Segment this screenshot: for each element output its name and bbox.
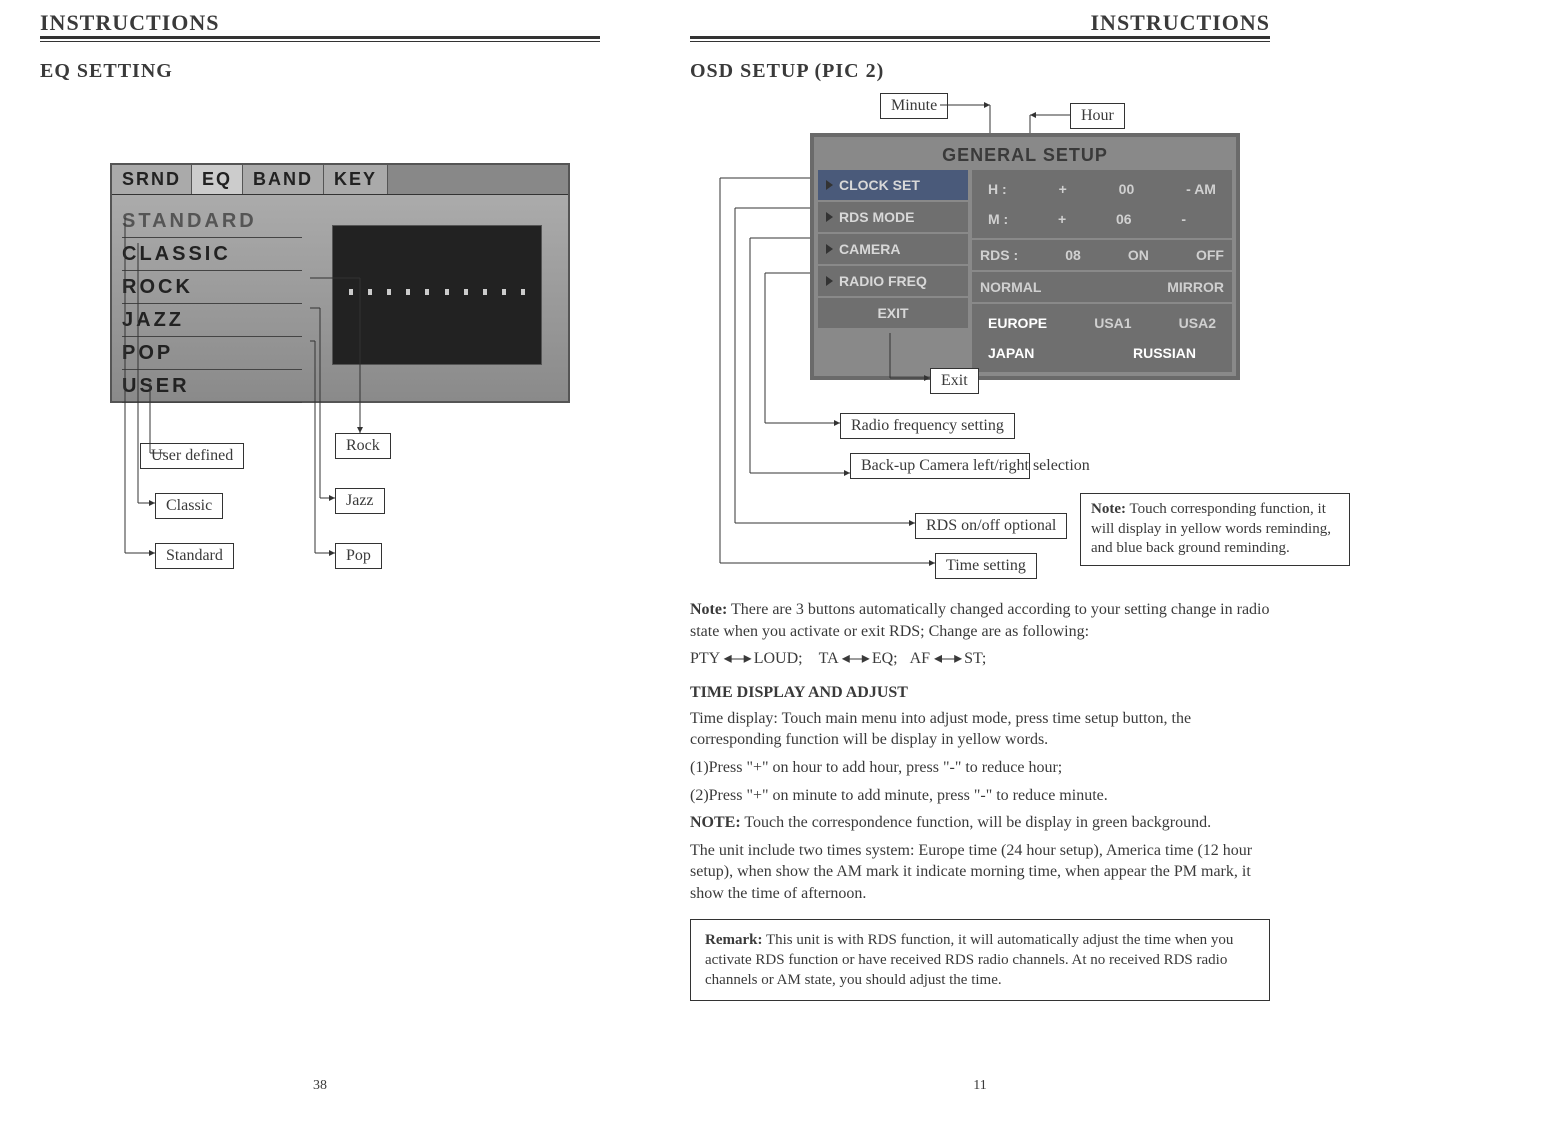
label-pop: Pop <box>335 543 382 569</box>
menu-label: CAMERA <box>839 241 900 257</box>
label-user-defined: User defined <box>140 443 244 469</box>
rds-label: RDS : <box>980 247 1018 263</box>
menu-label: EXIT <box>877 305 908 321</box>
note-1: Note: There are 3 buttons automatically … <box>690 599 1270 642</box>
page-number: 11 <box>973 1078 986 1094</box>
page-title: INSTRUCTIONS <box>40 10 600 36</box>
eq-item-user: USER <box>122 370 302 403</box>
label-camera: Back-up Camera left/right selection <box>850 453 1030 479</box>
osd-title: GENERAL SETUP <box>818 141 1232 170</box>
note-1b: PTY ◂—▸ LOUD; TA ◂—▸ EQ; AF ◂—▸ ST; <box>690 648 1270 670</box>
camera-mirror[interactable]: MIRROR <box>1167 279 1224 295</box>
clock-h-label: H : <box>988 181 1007 197</box>
region-europe[interactable]: EUROPE <box>988 315 1047 331</box>
menu-exit[interactable]: EXIT <box>818 298 968 328</box>
label-classic: Classic <box>155 493 223 519</box>
triangle-icon <box>826 276 833 286</box>
eq-item-pop: POP <box>122 337 302 370</box>
region-usa1[interactable]: USA1 <box>1094 315 1131 331</box>
rds-value: 08 <box>1065 247 1081 263</box>
clock-m-label: M : <box>988 211 1008 227</box>
triangle-icon <box>826 180 833 190</box>
eq-screenshot: SRND EQ BAND KEY STANDARD CLASSIC ROCK J… <box>110 163 570 403</box>
menu-label: RADIO FREQ <box>839 273 927 289</box>
triangle-icon <box>826 244 833 254</box>
label-hour: Hour <box>1070 103 1125 129</box>
triangle-icon <box>826 212 833 222</box>
region-usa2[interactable]: USA2 <box>1179 315 1216 331</box>
osd-panel: GENERAL SETUP CLOCK SET RDS MODE CAMERA … <box>810 133 1240 380</box>
menu-radio-freq[interactable]: RADIO FREQ <box>818 266 968 296</box>
label-rds: RDS on/off optional <box>915 513 1067 539</box>
clock-h-plus[interactable]: + <box>1059 181 1067 197</box>
page-title: INSTRUCTIONS <box>690 10 1270 36</box>
para-3: (2)Press "+" on minute to add minute, pr… <box>690 785 1270 807</box>
region-russian[interactable]: RUSSIAN <box>1133 345 1196 361</box>
page-number: 38 <box>313 1078 327 1094</box>
divider <box>690 36 1270 39</box>
tab-srnd: SRND <box>112 165 192 194</box>
tab-key: KEY <box>324 165 388 194</box>
label-radio-freq: Radio frequency setting <box>840 413 1015 439</box>
menu-label: CLOCK SET <box>839 177 920 193</box>
region-japan[interactable]: JAPAN <box>988 345 1034 361</box>
label-jazz: Jazz <box>335 488 385 514</box>
divider <box>40 41 600 42</box>
eq-item-rock: ROCK <box>122 271 302 304</box>
menu-clock-set[interactable]: CLOCK SET <box>818 170 968 200</box>
camera-normal[interactable]: NORMAL <box>980 279 1041 295</box>
subhead-time: TIME DISPLAY AND ADJUST <box>690 684 1270 702</box>
clock-h-minus[interactable]: - AM <box>1186 181 1216 197</box>
clock-m-minus[interactable]: - <box>1181 211 1216 227</box>
section-title: EQ SETTING <box>40 60 600 83</box>
eq-item-jazz: JAZZ <box>122 304 302 337</box>
label-exit: Exit <box>930 368 979 394</box>
para-4: NOTE: Touch the correspondence function,… <box>690 812 1270 834</box>
label-rock: Rock <box>335 433 391 459</box>
eq-item-classic: CLASSIC <box>122 238 302 271</box>
para-5: The unit include two times system: Europ… <box>690 840 1270 905</box>
menu-label: RDS MODE <box>839 209 914 225</box>
menu-rds-mode[interactable]: RDS MODE <box>818 202 968 232</box>
rds-off[interactable]: OFF <box>1196 247 1224 263</box>
label-time: Time setting <box>935 553 1037 579</box>
label-minute: Minute <box>880 93 948 119</box>
rds-on[interactable]: ON <box>1128 247 1149 263</box>
note-callout: Note: Note: Touch corresponding function… <box>1080 493 1350 566</box>
divider <box>40 36 600 39</box>
divider <box>690 41 1270 42</box>
eq-item-standard: STANDARD <box>122 205 302 238</box>
tab-band: BAND <box>243 165 324 194</box>
tab-eq: EQ <box>192 165 243 194</box>
clock-m-value: 06 <box>1116 211 1132 227</box>
menu-camera[interactable]: CAMERA <box>818 234 968 264</box>
section-title: OSD SETUP (PIC 2) <box>690 60 1270 83</box>
clock-m-plus[interactable]: + <box>1058 211 1066 227</box>
remark-box: Remark: This unit is with RDS function, … <box>690 919 1270 1002</box>
clock-h-value: 00 <box>1119 181 1135 197</box>
para-2: (1)Press "+" on hour to add hour, press … <box>690 757 1270 779</box>
para-1: Time display: Touch main menu into adjus… <box>690 708 1270 751</box>
label-standard: Standard <box>155 543 234 569</box>
